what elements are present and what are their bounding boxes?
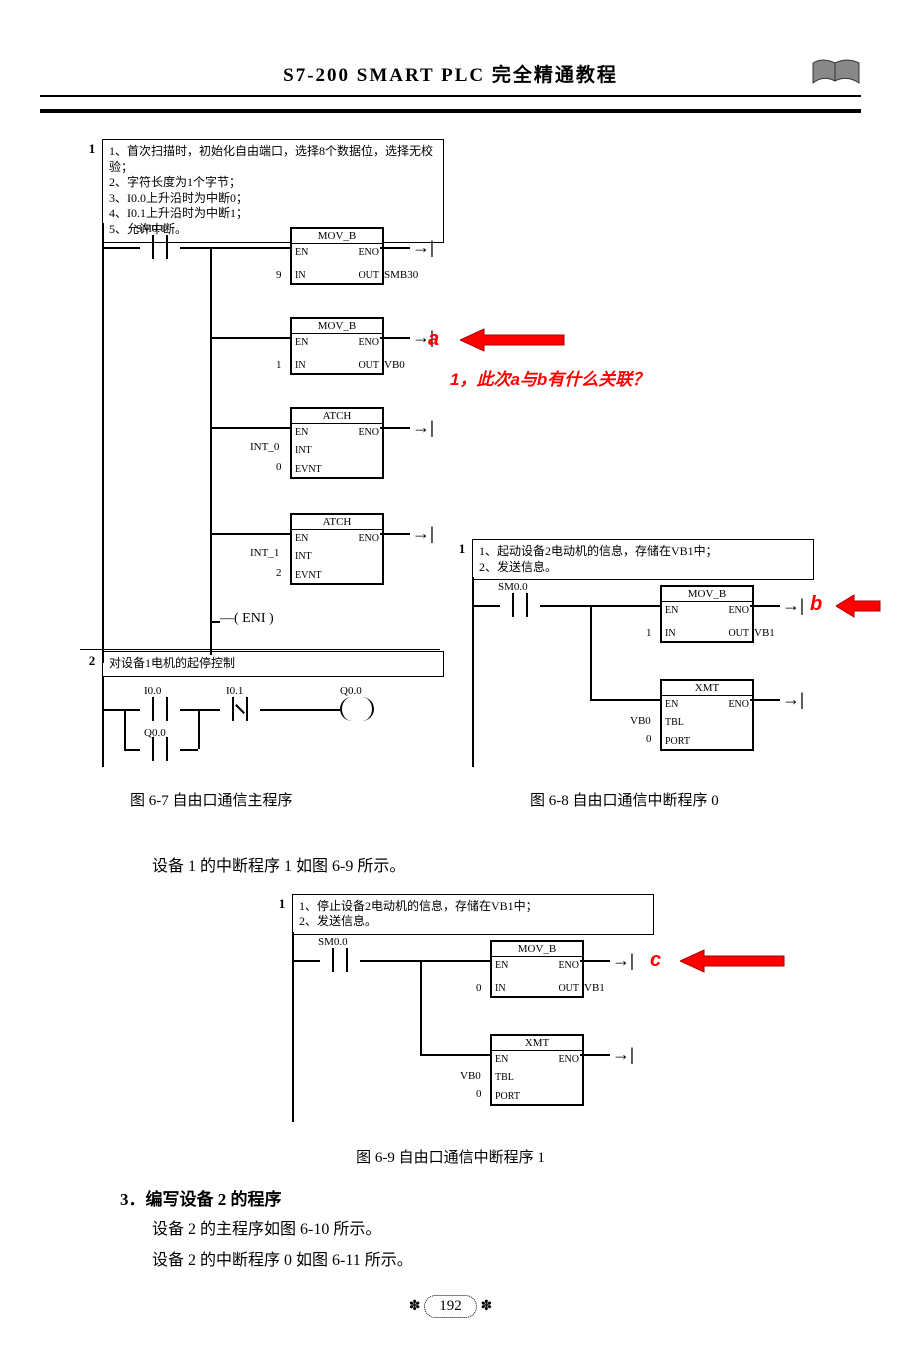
sm01-label: SM0.1 (136, 223, 166, 235)
caption-6-7: 图 6-7 自由口通信主程序 (130, 789, 293, 810)
arrow-icon (836, 591, 886, 621)
c2: 2、字符长度为1个字节； (109, 175, 437, 191)
coil-q00 (340, 697, 374, 721)
net2-comment: 对设备1电机的起停控制 (103, 652, 443, 676)
arrow-icon (460, 325, 570, 355)
c1: 1、首次扫描时，初始化自由端口，选择8个数据位，选择无校验； (109, 144, 437, 175)
diagram-area: 1 1、首次扫描时，初始化自由端口，选择8个数据位，选择无校验； 2、字符长度为… (40, 133, 860, 773)
fig-6-9: 1 1、停止设备2电动机的信息，存储在VB1中； 2、发送信息。 SM0.0 M… (270, 894, 690, 1134)
int1-comments: 1、停止设备2电动机的信息，存储在VB1中； 2、发送信息。 (293, 895, 653, 934)
section3-line2: 设备 2 的中断程序 0 如图 6-11 所示。 (120, 1247, 781, 1276)
movb-1: MOV_B EN ENO IN OUT (290, 227, 384, 285)
c4: 4、I0.1上升沿时为中断1； (109, 206, 437, 222)
net2-num: 2 (84, 653, 100, 669)
eno-term-icon: →| (412, 523, 434, 544)
eno-term-icon: →| (412, 417, 434, 438)
annotation-question: 1，此次a与b有什么关联？ (450, 365, 649, 390)
book-icon (811, 55, 861, 90)
annotation-b: b (810, 593, 822, 616)
contact-sm00-b (500, 593, 540, 617)
xmt-b: XMT EN ENO TBL PORT (660, 679, 754, 751)
eno-term-icon: →| (782, 595, 804, 616)
section3-head: 3．编写设备 2 的程序 (120, 1185, 781, 1210)
xmt-c: XMT EN ENO TBL PORT (490, 1034, 584, 1106)
left-rail (102, 223, 104, 663)
eno-term-icon: →| (782, 689, 804, 710)
movb-2: MOV_B EN ENO IN OUT (290, 317, 384, 375)
movb-c: MOV_B EN ENO IN OUT (490, 940, 584, 998)
eno-term-icon: →| (612, 1044, 634, 1065)
section3-line1: 设备 2 的主程序如图 6-10 所示。 (120, 1216, 781, 1245)
int0-comments: 1、起动设备2电动机的信息，存储在VB1中； 2、发送信息。 (473, 540, 813, 579)
net1-num: 1 (84, 141, 100, 157)
page-number: ✽ 192 ✽ (40, 1295, 861, 1318)
header-rule (40, 101, 861, 113)
caption-6-9: 图 6-9 自由口通信中断程序 1 (40, 1146, 861, 1167)
eni-coil: —( ENI ) (220, 611, 274, 627)
page-header: S7-200 SMART PLC 完全精通教程 (40, 60, 861, 97)
contact-sm01 (140, 235, 180, 259)
annotation-c: c (650, 949, 661, 972)
eno-term-icon: →| (412, 237, 434, 258)
atch-2: ATCH EN ENO INT EVNT (290, 513, 384, 585)
movb-b: MOV_B EN ENO IN OUT (660, 585, 754, 643)
header-title: S7-200 SMART PLC 完全精通教程 (283, 65, 618, 86)
contact-sm00-c (320, 948, 360, 972)
arrow-icon (680, 946, 790, 976)
annotation-a: a (428, 328, 439, 351)
int1-intro: 设备 1 的中断程序 1 如图 6-9 所示。 (120, 853, 781, 882)
contact-i01-nc (220, 697, 260, 721)
contact-i00 (140, 697, 180, 721)
caption-6-8: 图 6-8 自由口通信中断程序 0 (530, 789, 719, 810)
atch-1: ATCH EN ENO INT EVNT (290, 407, 384, 479)
contact-q00 (140, 737, 180, 761)
b1-type: MOV_B (292, 229, 382, 244)
c3: 3、I0.0上升沿时为中断0； (109, 191, 437, 207)
eno-term-icon: →| (612, 950, 634, 971)
